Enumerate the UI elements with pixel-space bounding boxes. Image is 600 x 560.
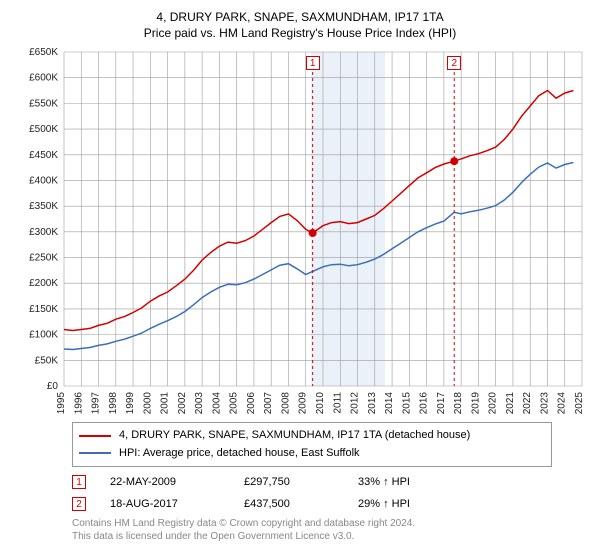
svg-text:2015: 2015 [401, 392, 412, 415]
license-line-2: This data is licensed under the Open Gov… [72, 530, 552, 543]
chart-subtitle: Price paid vs. HM Land Registry's House … [12, 26, 588, 46]
license-text: Contains HM Land Registry data © Crown c… [72, 517, 552, 543]
svg-text:1995: 1995 [56, 392, 67, 415]
svg-text:1999: 1999 [125, 392, 136, 415]
svg-text:1996: 1996 [73, 392, 84, 415]
svg-text:£350K: £350K [29, 201, 58, 212]
svg-text:£200K: £200K [29, 278, 58, 289]
svg-text:2010: 2010 [315, 392, 326, 415]
chart-title: 4, DRURY PARK, SNAPE, SAXMUNDHAM, IP17 1… [12, 8, 588, 26]
sale-badge: 2 [72, 497, 86, 511]
sale-delta: 33% ↑ HPI [358, 476, 410, 488]
sale-date: 22-MAY-2009 [110, 476, 220, 488]
svg-text:2000: 2000 [142, 392, 153, 415]
svg-text:2008: 2008 [280, 392, 291, 415]
sale-marker-1: 1 [306, 56, 320, 70]
svg-text:£600K: £600K [29, 73, 58, 84]
svg-text:£650K: £650K [29, 47, 58, 58]
svg-text:2020: 2020 [488, 392, 499, 415]
svg-text:2013: 2013 [367, 392, 378, 415]
svg-text:2005: 2005 [229, 392, 240, 415]
price-chart: £0 £50K £100K £150K £200K £250K £300K £350K £400… [12, 46, 588, 416]
svg-text:£150K: £150K [29, 304, 58, 315]
svg-text:2002: 2002 [177, 392, 188, 415]
sale-delta: 29% ↑ HPI [358, 498, 410, 510]
svg-text:2017: 2017 [436, 392, 447, 415]
svg-text:1997: 1997 [91, 392, 102, 415]
svg-text:2019: 2019 [470, 392, 481, 415]
svg-text:2006: 2006 [246, 392, 257, 415]
legend-item: 4, DRURY PARK, SNAPE, SAXMUNDHAM, IP17 1… [79, 427, 545, 445]
legend-label: HPI: Average price, detached house, East… [119, 445, 360, 463]
legend-swatch [79, 435, 111, 437]
svg-text:2009: 2009 [298, 392, 309, 415]
chart-svg: £0 £50K £100K £150K £200K £250K £300K £350K £400… [12, 46, 588, 416]
svg-text:2004: 2004 [211, 392, 222, 415]
svg-text:£100K: £100K [29, 330, 58, 341]
svg-text:2025: 2025 [574, 392, 585, 415]
sale-date: 18-AUG-2017 [110, 498, 220, 510]
sale-price: £297,750 [244, 476, 334, 488]
svg-text:£0: £0 [47, 381, 59, 392]
svg-text:2021: 2021 [505, 392, 516, 415]
sales-table: 1 22-MAY-2009 £297,750 33% ↑ HPI 2 18-AUG-201… [72, 473, 552, 517]
svg-text:£300K: £300K [29, 227, 58, 238]
svg-text:£450K: £450K [29, 150, 58, 161]
svg-text:2014: 2014 [384, 392, 395, 415]
legend-item: HPI: Average price, detached house, East… [79, 445, 545, 463]
svg-text:£550K: £550K [29, 98, 58, 109]
svg-text:2018: 2018 [453, 392, 464, 415]
chart-legend: 4, DRURY PARK, SNAPE, SAXMUNDHAM, IP17 1… [72, 422, 552, 467]
sale-row: 1 22-MAY-2009 £297,750 33% ↑ HPI [72, 473, 552, 495]
sale-badge: 1 [72, 475, 86, 489]
svg-text:2007: 2007 [263, 392, 274, 415]
svg-text:£500K: £500K [29, 124, 58, 135]
sale-price: £437,500 [244, 498, 334, 510]
sale-marker-2: 2 [447, 56, 461, 70]
svg-text:2011: 2011 [332, 392, 343, 414]
svg-text:2022: 2022 [522, 392, 533, 415]
svg-text:£50K: £50K [35, 355, 59, 366]
license-line-1: Contains HM Land Registry data © Crown c… [72, 517, 552, 530]
svg-text:2012: 2012 [350, 392, 361, 415]
sale-row: 2 18-AUG-2017 £437,500 29% ↑ HPI [72, 495, 552, 517]
svg-text:2023: 2023 [539, 392, 550, 415]
svg-text:1998: 1998 [108, 392, 119, 415]
svg-text:£250K: £250K [29, 253, 58, 264]
legend-label: 4, DRURY PARK, SNAPE, SAXMUNDHAM, IP17 1… [119, 427, 470, 445]
svg-text:£400K: £400K [29, 175, 58, 186]
svg-text:2016: 2016 [419, 392, 430, 415]
svg-text:2024: 2024 [557, 392, 568, 415]
legend-swatch [79, 452, 111, 454]
svg-text:2001: 2001 [160, 392, 171, 415]
svg-text:2003: 2003 [194, 392, 205, 415]
